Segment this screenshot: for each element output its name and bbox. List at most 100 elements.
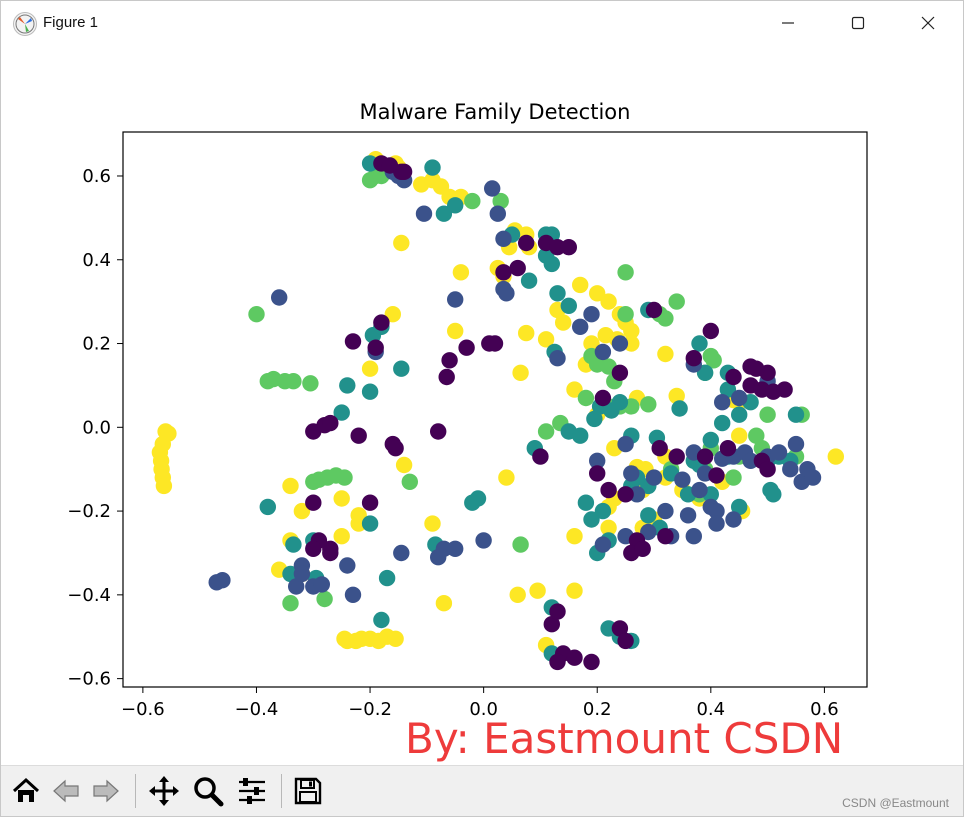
forward-icon — [93, 779, 119, 803]
data-point — [725, 469, 742, 486]
data-point — [705, 352, 722, 369]
data-point — [685, 350, 702, 367]
data-point — [748, 360, 765, 377]
y-tick-label: 0.6 — [82, 166, 111, 187]
configure-subplots-icon — [239, 778, 265, 804]
data-point — [393, 234, 410, 252]
data-point — [765, 486, 782, 503]
data-point — [285, 373, 302, 390]
data-point — [489, 205, 506, 222]
minimize-button[interactable] — [753, 1, 823, 45]
data-point — [640, 523, 657, 541]
chart-title: Malware Family Detection — [360, 100, 631, 124]
data-point — [464, 192, 481, 210]
data-point — [549, 350, 566, 367]
data-point — [373, 314, 390, 331]
data-point — [611, 335, 629, 352]
data-point — [759, 461, 776, 478]
data-point — [395, 163, 413, 180]
data-point — [731, 389, 748, 407]
data-point — [691, 335, 708, 352]
data-point — [586, 410, 603, 428]
data-point — [282, 565, 299, 583]
data-point — [623, 335, 640, 352]
home-icon — [12, 777, 40, 802]
x-tick-label: 0.6 — [810, 699, 839, 720]
data-point — [393, 360, 410, 377]
data-point — [671, 400, 688, 417]
data-point — [600, 481, 617, 499]
close-icon — [921, 16, 935, 30]
data-point — [387, 440, 404, 457]
y-tick-label: 0.0 — [82, 417, 111, 438]
figure-canvas[interactable]: Malware Family Detection −0.6 −0.4 −0.2 0.0 0… — [1, 45, 963, 765]
data-point — [509, 259, 526, 277]
configure-subplots-button[interactable] — [235, 772, 269, 810]
data-point — [339, 377, 356, 394]
data-point — [495, 230, 512, 247]
data-point — [657, 345, 674, 363]
maximize-button[interactable] — [823, 1, 893, 45]
csdn-corner-watermark: CSDN @Eastmount — [842, 796, 949, 810]
back-button[interactable] — [49, 772, 83, 810]
data-point — [395, 456, 413, 474]
scatter-plot: Malware Family Detection −0.6 −0.4 −0.2 0.0 0… — [67, 100, 868, 720]
data-point — [617, 306, 634, 323]
data-point — [645, 301, 663, 319]
data-point — [560, 297, 577, 314]
data-point — [447, 291, 464, 308]
data-point — [731, 498, 748, 516]
data-point — [512, 536, 529, 553]
data-point — [731, 427, 748, 444]
data-point — [583, 653, 600, 671]
data-point — [560, 239, 577, 256]
zoom-button[interactable] — [191, 772, 225, 810]
toolbar-separator — [281, 774, 282, 808]
pan-button[interactable] — [147, 772, 181, 810]
back-icon — [53, 779, 79, 803]
data-point — [518, 324, 535, 342]
y-tick-label: −0.2 — [67, 501, 111, 522]
author-watermark: By: Eastmount CSDN — [405, 714, 844, 763]
data-point — [691, 481, 708, 499]
data-point — [617, 435, 634, 453]
data-point — [350, 507, 367, 524]
data-point — [702, 322, 719, 340]
data-point — [259, 498, 276, 516]
data-point — [333, 528, 350, 545]
data-point — [498, 469, 515, 486]
home-button[interactable] — [9, 772, 43, 810]
data-point — [594, 536, 612, 553]
data-point — [447, 322, 464, 340]
data-point — [572, 318, 589, 335]
data-point — [731, 406, 748, 423]
data-point — [302, 375, 319, 392]
data-point — [498, 285, 515, 302]
data-point — [685, 528, 702, 545]
data-point — [361, 494, 379, 511]
data-point — [509, 586, 526, 603]
x-tick-label: −0.2 — [348, 699, 392, 720]
data-point — [458, 339, 475, 356]
data-point — [484, 180, 501, 197]
data-point — [271, 289, 288, 306]
data-point — [566, 528, 583, 545]
data-point — [435, 595, 453, 612]
data-point — [532, 448, 549, 465]
window-title: Figure 1 — [43, 14, 99, 31]
axes-frame — [122, 131, 868, 688]
data-point — [657, 502, 674, 520]
data-point — [475, 532, 492, 549]
data-point — [214, 572, 231, 589]
data-point — [384, 306, 401, 323]
save-button[interactable] — [291, 772, 325, 810]
close-button[interactable] — [893, 1, 963, 45]
data-point — [447, 540, 464, 557]
data-point — [549, 603, 566, 620]
data-point — [344, 333, 362, 350]
data-point — [600, 620, 617, 637]
title-bar[interactable]: Figure 1 — [1, 1, 963, 45]
data-point — [549, 653, 566, 671]
forward-button[interactable] — [89, 772, 123, 810]
